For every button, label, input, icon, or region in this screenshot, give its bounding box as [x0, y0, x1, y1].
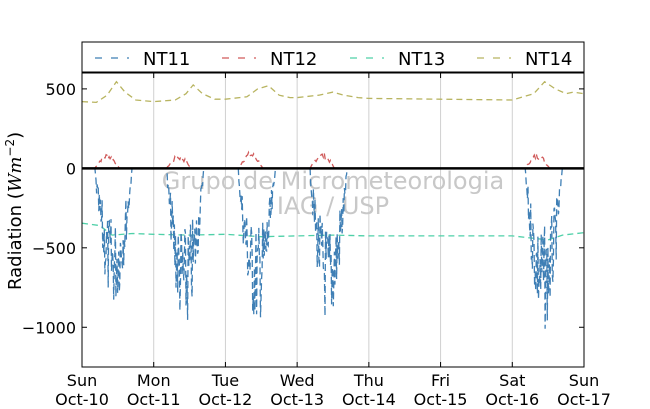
series-line-nt14: [81, 80, 585, 104]
series-line-nt11: [81, 167, 585, 329]
x-tick-label-date: Oct-10: [55, 390, 109, 409]
plot-frame: [81, 72, 585, 368]
legend: NT11 NT12 NT13 NT14: [95, 49, 572, 70]
series-layer: [81, 80, 585, 329]
x-tick-label-day: Thu: [353, 371, 384, 390]
y-axis-label-text: Radiation (: [5, 192, 26, 290]
x-grid: [153, 73, 513, 367]
y-axis-label-exponent: −2: [3, 139, 17, 157]
legend-label-nt11: NT11: [143, 49, 190, 70]
x-tick-label-date: Oct-13: [270, 390, 324, 409]
y-axis-label: Radiation (Wm−2): [3, 132, 26, 290]
legend-box: [81, 41, 585, 73]
y-axis-label-math: Wm: [5, 157, 26, 193]
x-tick-label-date: Oct-14: [342, 390, 396, 409]
y-axis-label-close: ): [5, 132, 26, 139]
y-tick-label: 0: [66, 159, 76, 178]
y-tick-label: 500: [45, 80, 76, 99]
x-tick-label-day: Tue: [211, 371, 239, 390]
x-tick-label-day: Sat: [499, 371, 525, 390]
legend-label-nt14: NT14: [525, 49, 572, 70]
plot-area: [82, 73, 584, 367]
y-tick-label: −1000: [22, 318, 76, 337]
legend-label-nt13: NT13: [398, 49, 445, 70]
x-tick-label-day: Sun: [67, 371, 97, 390]
y-tick-label: −500: [32, 239, 76, 258]
x-tick-label-day: Sun: [569, 371, 599, 390]
watermark-line-1: Grupo de Micrometeorologia: [162, 167, 504, 195]
legend-label-nt12: NT12: [270, 49, 317, 70]
x-tick-label-date: Oct-11: [127, 390, 181, 409]
watermark-line-2: IAG / USP: [277, 192, 389, 220]
series-line-nt13: [81, 222, 585, 241]
x-tick-label-day: Mon: [137, 371, 171, 390]
x-tick-label-day: Fri: [431, 371, 450, 390]
x-tick-label-date: Oct-15: [414, 390, 468, 409]
series-line-nt12: [81, 150, 585, 170]
x-tick-label-day: Wed: [280, 371, 315, 390]
x-tick-label-date: Oct-17: [557, 390, 611, 409]
x-axis: SunOct-10MonOct-11TueOct-12WedOct-13ThuO…: [55, 73, 611, 409]
y-axis: 500 0 −500 −1000: [22, 80, 584, 337]
x-tick-label-date: Oct-16: [485, 390, 539, 409]
x-tick-label-date: Oct-12: [199, 390, 253, 409]
